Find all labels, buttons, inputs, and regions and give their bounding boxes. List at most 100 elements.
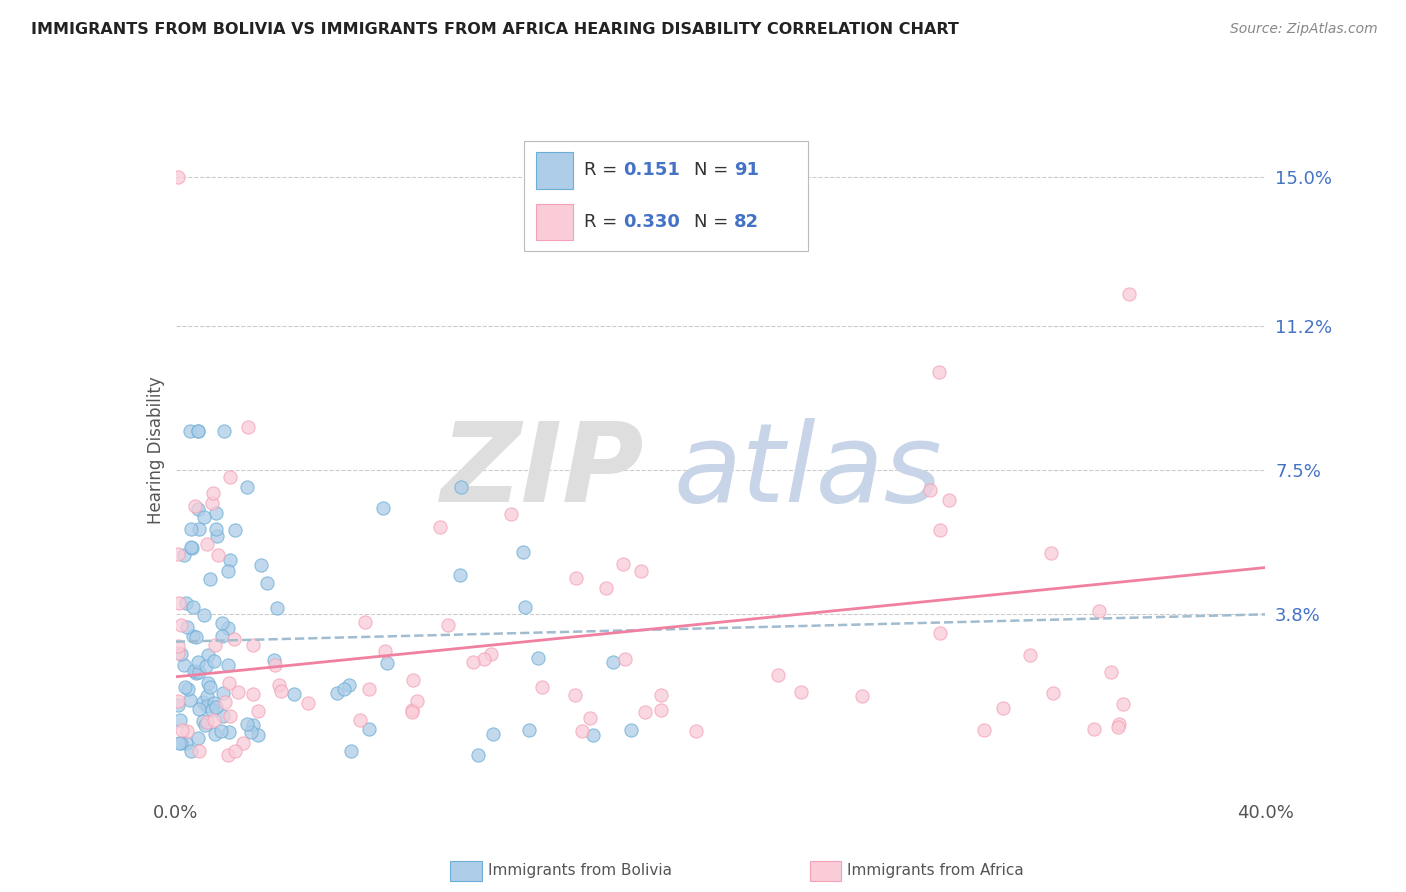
Point bbox=[283, 687, 305, 701]
Point bbox=[297, 696, 319, 710]
Point bbox=[929, 626, 952, 640]
Point bbox=[188, 702, 211, 716]
Point bbox=[565, 571, 588, 585]
Point bbox=[179, 424, 201, 438]
Text: 82: 82 bbox=[734, 212, 759, 231]
Bar bbox=[450, 861, 481, 880]
Point bbox=[170, 647, 193, 661]
Point bbox=[167, 170, 190, 185]
Point bbox=[183, 499, 205, 513]
Point bbox=[242, 718, 264, 732]
Point bbox=[357, 722, 380, 736]
Point bbox=[339, 744, 361, 758]
Point bbox=[527, 651, 550, 665]
Point bbox=[204, 638, 226, 652]
Point bbox=[595, 581, 617, 595]
Point bbox=[450, 480, 472, 494]
Point bbox=[204, 521, 226, 535]
Text: R =: R = bbox=[583, 212, 623, 231]
Point bbox=[176, 681, 198, 696]
Point bbox=[202, 713, 225, 727]
Point bbox=[176, 620, 198, 634]
Point bbox=[167, 639, 190, 653]
Text: Source: ZipAtlas.com: Source: ZipAtlas.com bbox=[1230, 22, 1378, 37]
Point bbox=[186, 631, 208, 645]
Point bbox=[357, 681, 380, 696]
Text: 0.151: 0.151 bbox=[624, 161, 681, 179]
Point bbox=[246, 728, 269, 742]
Point bbox=[436, 618, 458, 632]
Point bbox=[240, 724, 263, 739]
Point bbox=[193, 607, 215, 622]
Point bbox=[217, 564, 239, 578]
Point bbox=[578, 710, 600, 724]
Point bbox=[212, 709, 235, 723]
Text: R =: R = bbox=[583, 161, 623, 179]
Point bbox=[219, 470, 242, 484]
Point bbox=[195, 714, 218, 729]
Point bbox=[217, 657, 239, 672]
Point bbox=[326, 686, 349, 700]
Point bbox=[354, 615, 377, 629]
Point bbox=[513, 600, 536, 615]
Point bbox=[202, 696, 225, 710]
Point bbox=[226, 685, 249, 699]
Point bbox=[172, 723, 194, 737]
Point bbox=[467, 747, 489, 762]
Point bbox=[790, 685, 813, 699]
Point bbox=[236, 420, 259, 434]
Text: 91: 91 bbox=[734, 161, 759, 179]
Point bbox=[650, 702, 672, 716]
Point bbox=[630, 564, 652, 578]
Point bbox=[200, 572, 222, 586]
Point bbox=[169, 736, 191, 750]
Point bbox=[169, 714, 191, 728]
Point bbox=[482, 727, 505, 741]
Point bbox=[173, 657, 195, 672]
Point bbox=[224, 744, 246, 758]
Point bbox=[270, 684, 292, 698]
Point bbox=[187, 655, 209, 669]
Point bbox=[194, 718, 217, 732]
Point bbox=[519, 723, 541, 738]
Bar bbox=[810, 861, 841, 880]
Text: ZIP: ZIP bbox=[441, 417, 644, 524]
Point bbox=[1083, 722, 1105, 736]
Point bbox=[188, 744, 211, 758]
Point bbox=[209, 724, 232, 739]
Point bbox=[1040, 546, 1063, 560]
Point bbox=[217, 747, 239, 762]
Point bbox=[211, 629, 233, 643]
Point bbox=[201, 703, 224, 717]
Point bbox=[612, 558, 634, 572]
Point bbox=[183, 664, 205, 678]
Point bbox=[463, 655, 485, 669]
Point bbox=[620, 723, 643, 737]
Y-axis label: Hearing Disability: Hearing Disability bbox=[146, 376, 165, 524]
Point bbox=[211, 615, 233, 630]
Point bbox=[472, 651, 495, 665]
Point bbox=[188, 521, 211, 535]
Point bbox=[236, 480, 259, 494]
Point bbox=[202, 486, 225, 500]
Point bbox=[530, 680, 553, 694]
Point bbox=[195, 698, 218, 713]
Point bbox=[218, 725, 240, 739]
Point bbox=[204, 700, 226, 714]
Point bbox=[195, 689, 218, 703]
Point bbox=[232, 736, 254, 750]
Point bbox=[218, 676, 240, 690]
Point bbox=[582, 728, 605, 742]
Point bbox=[634, 706, 657, 720]
Point bbox=[991, 700, 1014, 714]
Point bbox=[449, 568, 471, 582]
Point bbox=[929, 523, 952, 537]
Text: IMMIGRANTS FROM BOLIVIA VS IMMIGRANTS FROM AFRICA HEARING DISABILITY CORRELATION: IMMIGRANTS FROM BOLIVIA VS IMMIGRANTS FR… bbox=[31, 22, 959, 37]
Point bbox=[650, 688, 672, 702]
Point bbox=[170, 618, 193, 632]
Point bbox=[214, 424, 236, 438]
Point bbox=[191, 714, 214, 728]
Point bbox=[1087, 604, 1109, 618]
Point bbox=[187, 424, 209, 438]
Point bbox=[201, 496, 224, 510]
